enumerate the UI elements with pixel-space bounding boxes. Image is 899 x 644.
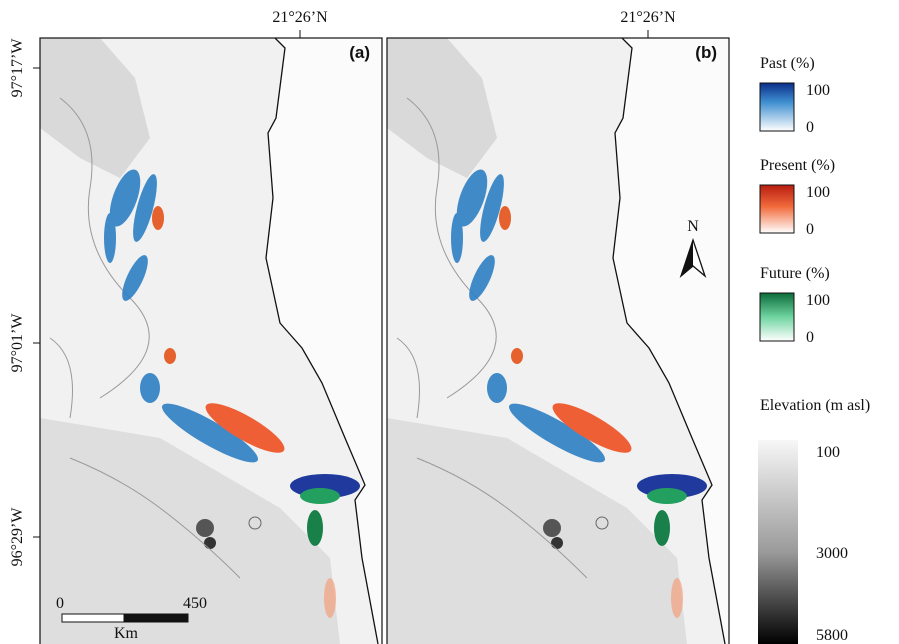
scale-unit: Km — [114, 625, 139, 642]
left-coordinate: 96°29’W — [9, 507, 26, 567]
panel-label: (a) — [349, 43, 370, 62]
panel-a: 21°26’N (a) — [40, 9, 382, 644]
legend-title: Future (%) — [760, 265, 830, 282]
legend-max: 100 — [806, 292, 830, 309]
left-coordinate: 97°01’W — [9, 313, 26, 373]
left-coordinates: 97°17’W 97°01’W 96°29’W — [9, 38, 40, 567]
legend-title: Past (%) — [760, 55, 815, 72]
legend-title: Present (%) — [760, 157, 835, 174]
scale-start: 0 — [56, 595, 64, 612]
elevation-label: 100 — [816, 444, 840, 461]
elevation-title: Elevation (m asl) — [760, 397, 870, 414]
elevation-label: 5800 — [816, 627, 848, 644]
legend: Past (%) 100 0 Present (%) 100 0 Future … — [758, 55, 870, 644]
legend-min: 0 — [806, 221, 814, 238]
north-label: N — [687, 218, 699, 235]
legend-max: 100 — [806, 184, 830, 201]
top-coordinate: 21°26’N — [272, 9, 328, 26]
panel-b: 21°26’N (b) — [387, 9, 729, 644]
legend-min: 0 — [806, 119, 814, 136]
scale-end: 450 — [183, 595, 207, 612]
legend-max: 100 — [806, 82, 830, 99]
panel-label: (b) — [695, 43, 717, 62]
figure: 21°26’N (a) 21°26’N (b) 97°17’W 97°01’W … — [0, 0, 899, 644]
elevation-label: 3000 — [816, 545, 848, 562]
legend-min: 0 — [806, 329, 814, 346]
top-coordinate: 21°26’N — [620, 9, 676, 26]
left-coordinate: 97°17’W — [9, 38, 26, 98]
